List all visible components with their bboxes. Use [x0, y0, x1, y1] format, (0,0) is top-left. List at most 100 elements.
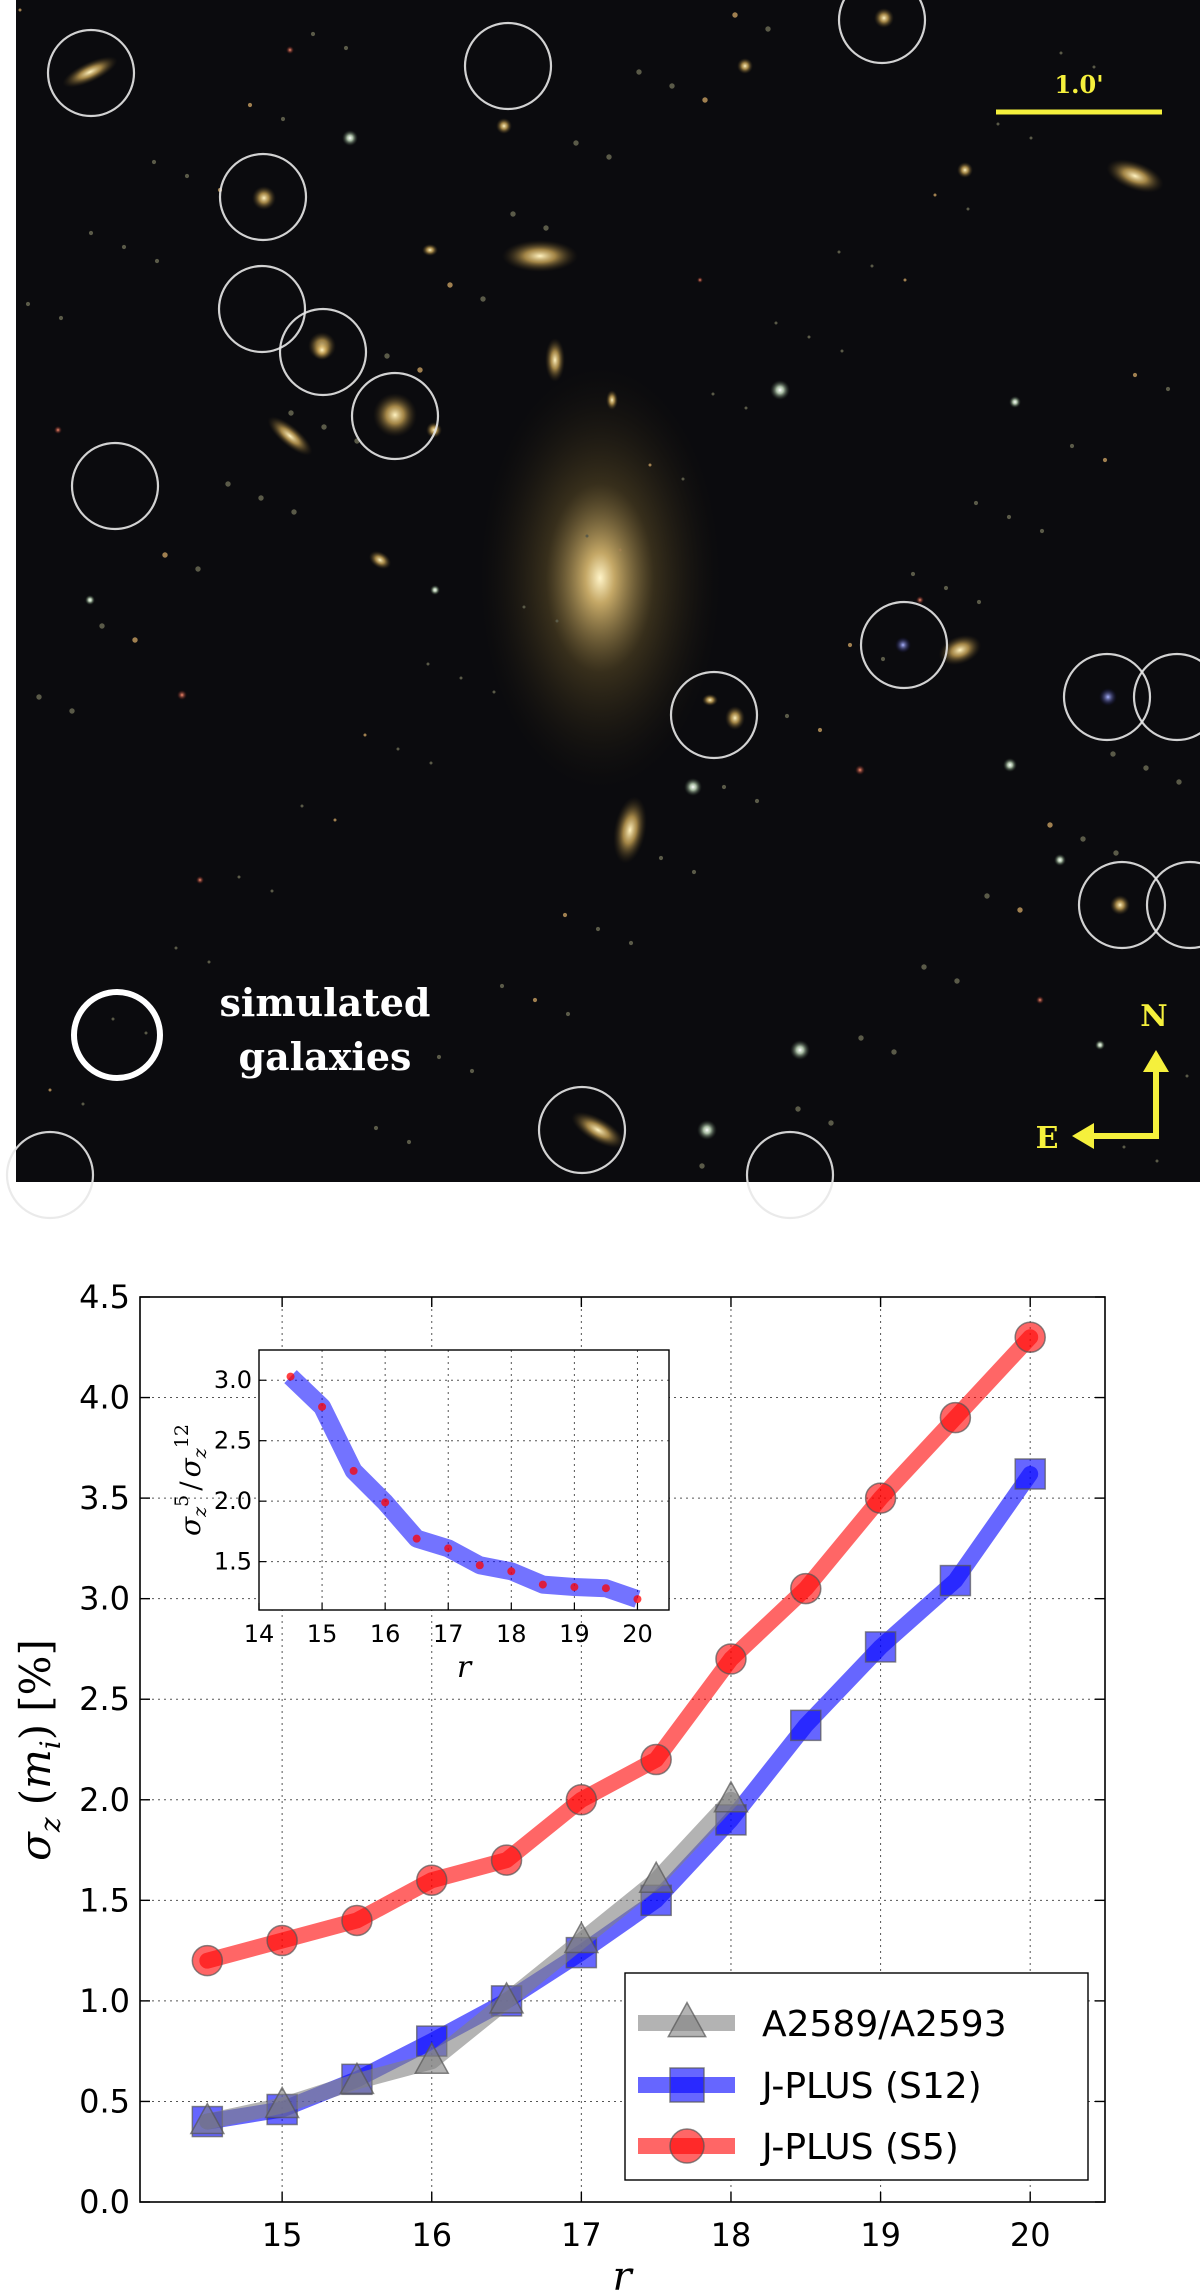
faint-source: [195, 566, 201, 572]
compass-east-label: E: [1036, 1121, 1059, 1156]
faint-source: [795, 1106, 801, 1112]
faint-source: [732, 12, 738, 18]
main-x-tick-label: 18: [711, 2216, 752, 2254]
faint-source: [648, 463, 652, 467]
faint-source: [565, 1011, 571, 1017]
main-data-point: [191, 1944, 224, 1977]
inset-data-point: [507, 1567, 516, 1576]
faint-source: [847, 642, 853, 648]
red-source: [855, 765, 865, 775]
faint-source: [765, 26, 771, 32]
simulated-galaxy-circle: [463, 21, 553, 111]
faint-source: [492, 690, 496, 694]
galaxy: [312, 340, 332, 360]
main-plot-frame: [139, 1296, 1106, 2203]
faint-source: [111, 1017, 115, 1021]
inset-series-line: [284, 1370, 641, 1608]
simulated-galaxy-circle: [1145, 860, 1200, 950]
faint-source: [1143, 765, 1149, 771]
faint-source: [681, 477, 685, 481]
inset-background: [259, 1350, 669, 1610]
galaxy: [373, 393, 417, 437]
faint-source: [910, 571, 916, 577]
main-legend-entry: A2589/A2593: [638, 2001, 1007, 2045]
simulated-galaxy-circle: [350, 371, 440, 461]
faint-source: [373, 1125, 379, 1131]
inset-x-tick-label: 15: [307, 1620, 338, 1648]
simulated-galaxy-circle: [859, 600, 949, 690]
faint-source: [606, 154, 612, 160]
scale-bar: 1.0': [996, 70, 1162, 115]
faint-source: [469, 1068, 475, 1074]
inset-x-axis-label: r: [457, 1650, 473, 1685]
main-data-point: [415, 1864, 448, 1896]
faint-source: [1165, 386, 1171, 392]
faint-source: [417, 367, 423, 373]
central-cluster-galaxy: [480, 368, 720, 788]
simulated-galaxy-circle: [669, 670, 759, 760]
faint-source: [858, 1035, 864, 1041]
main-data-point: [266, 1924, 298, 1957]
faint-source: [585, 534, 589, 538]
faint-source: [280, 116, 286, 122]
faint-source: [837, 250, 841, 254]
star: [1095, 1040, 1105, 1050]
simulated-galaxy-circle: [70, 441, 160, 531]
faint-source: [1176, 779, 1182, 785]
faint-source: [976, 599, 982, 605]
blue-source: [1099, 688, 1117, 706]
legend-label-line1: simulated: [219, 980, 430, 1025]
faint-source: [247, 102, 253, 108]
faint-source: [258, 495, 264, 501]
faint-source: [121, 244, 127, 250]
red-source: [196, 876, 204, 884]
galaxy: [545, 338, 565, 382]
simulated-galaxy-circle: [837, 0, 927, 65]
main-data-point: [1014, 1458, 1046, 1490]
faint-source: [973, 500, 979, 506]
red-source: [697, 277, 703, 283]
inset-data-point: [570, 1583, 579, 1592]
faint-source: [1039, 528, 1045, 534]
main-x-tick-label: 19: [860, 2216, 901, 2254]
faint-source: [636, 69, 642, 75]
faint-source: [933, 193, 937, 197]
faint-source: [817, 727, 823, 733]
faint-source: [384, 353, 390, 359]
galaxy: [702, 694, 718, 706]
main-data-point: [264, 2085, 300, 2119]
simulated-galaxy-circle: [278, 307, 368, 397]
galaxy: [368, 550, 392, 570]
simulated-galaxy-circle: [1132, 652, 1200, 742]
inset-x-tick-label: 20: [622, 1620, 653, 1648]
faint-source: [25, 301, 31, 307]
red-source: [916, 596, 924, 604]
inset-data-point: [318, 1402, 327, 1411]
inset-chart: 14 15 16 17 18 19 20 1.5 2.0 2.5 3.0 r σz5/σz12: [171, 1349, 670, 1685]
inset-x-tick-label: 17: [433, 1620, 464, 1648]
faint-source: [426, 662, 430, 666]
main-ticks: 15 16 17 18 19 20 0.0 0.5 1.0 1.5 2.0 2.5 3.0 3.5 4.0 4…: [79, 1278, 1105, 2254]
faint-source: [562, 912, 568, 918]
main-data-point: [939, 1564, 972, 1597]
inset-data-point: [349, 1466, 358, 1475]
faint-source: [996, 122, 1000, 126]
legend-marker-swatch: [669, 2128, 705, 2164]
simulated-galaxy-circle: [745, 1130, 835, 1220]
main-series-circle: [191, 1321, 1046, 1977]
sky-image-panel: 1.0' simulated galaxies N E: [5, 0, 1200, 1220]
galaxy: [496, 118, 512, 134]
legend-label-line2: galaxies: [239, 1034, 412, 1079]
faint-source: [840, 349, 844, 353]
faint-source: [151, 159, 157, 165]
faint-source: [459, 676, 463, 680]
faint-source: [162, 552, 168, 558]
faint-source: [429, 761, 433, 765]
star: [684, 778, 702, 796]
red-source: [286, 46, 294, 54]
galaxy: [725, 706, 745, 730]
inset-y-tick-label: 1.5: [214, 1548, 252, 1576]
main-data-point: [565, 1784, 598, 1816]
main-data-point: [715, 1643, 747, 1675]
faint-source: [174, 946, 178, 950]
